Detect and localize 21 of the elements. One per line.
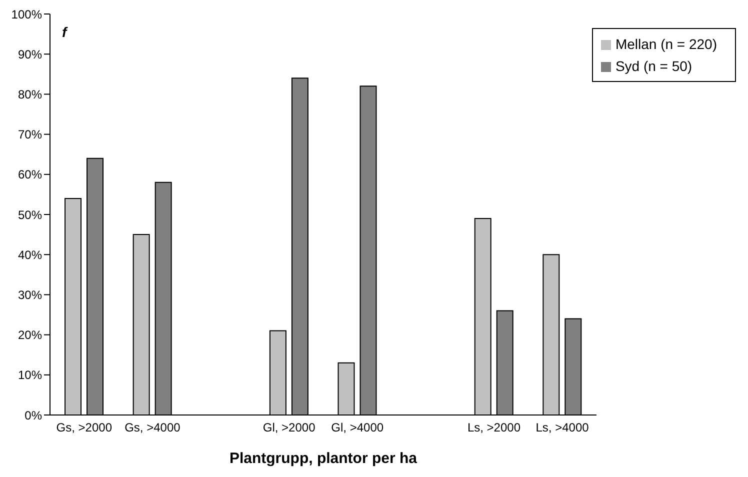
x-tick-label: Ls, >4000 xyxy=(536,420,590,435)
x-tick-label: Gs, >4000 xyxy=(124,420,181,435)
y-tick-label: 100% xyxy=(11,7,42,22)
y-tick-label: 80% xyxy=(18,87,42,102)
y-tick-label: 90% xyxy=(18,47,42,62)
x-tick-label: Gl, >2000 xyxy=(262,420,316,435)
y-tick-label: 10% xyxy=(18,368,42,382)
y-tick-label: 60% xyxy=(18,168,42,182)
x-tick-label: Gs, >2000 xyxy=(56,420,112,435)
legend-label: Mellan (n = 220) xyxy=(615,36,717,52)
annotation: f xyxy=(62,24,67,40)
y-tick-label: 20% xyxy=(18,328,42,342)
y-tick-label: 70% xyxy=(18,128,42,142)
x-tick-label: Ls, >2000 xyxy=(467,420,521,435)
legend-label: Syd (n = 50) xyxy=(615,58,692,74)
x-axis-title: Plantgrupp, plantor per ha xyxy=(229,450,418,467)
y-tick-label: 30% xyxy=(18,288,42,302)
y-tick-label: 50% xyxy=(18,208,42,222)
y-tick-label: 40% xyxy=(18,248,42,262)
x-tick-label: Gl, >4000 xyxy=(331,420,384,435)
y-tick-label: 0% xyxy=(24,408,42,422)
